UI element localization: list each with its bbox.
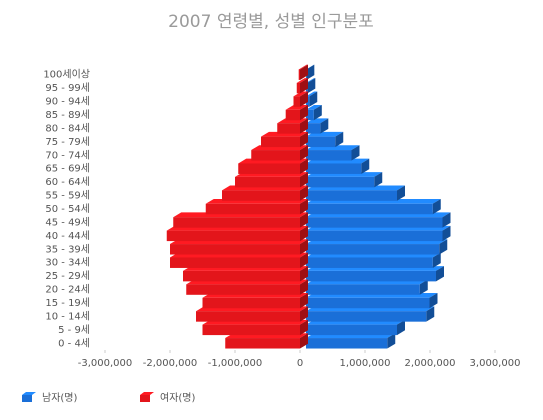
legend-swatch <box>22 395 32 402</box>
bar <box>286 110 300 120</box>
bar <box>173 217 300 227</box>
y-tick-label: 5 - 9세 <box>58 324 90 336</box>
bar <box>167 231 300 241</box>
legend-swatch-top <box>22 392 36 395</box>
y-tick-label: 20 - 24세 <box>45 284 90 296</box>
bar <box>306 150 352 160</box>
bar <box>297 83 300 93</box>
bar <box>306 325 397 335</box>
y-tick-label: 35 - 39세 <box>45 243 90 255</box>
bar <box>261 137 300 147</box>
bar <box>306 217 443 227</box>
y-tick-label: 75 - 79세 <box>45 136 90 148</box>
bar <box>225 338 300 348</box>
bar <box>206 204 300 214</box>
y-tick-label: 65 - 69세 <box>45 163 90 175</box>
x-tick-label: 3,000,000 <box>470 358 521 369</box>
bar <box>306 338 387 348</box>
y-tick-label: 50 - 54세 <box>45 203 90 215</box>
y-tick-label: 25 - 29세 <box>45 270 90 282</box>
y-tick-label: 45 - 49세 <box>45 216 90 228</box>
bar <box>235 177 300 187</box>
bar <box>306 137 335 147</box>
bar <box>306 257 433 267</box>
bar <box>306 311 426 321</box>
y-tick-label: 15 - 19세 <box>45 297 90 309</box>
bar <box>306 284 420 294</box>
y-tick-label: 85 - 89세 <box>45 109 90 121</box>
x-tick-label: -3,000,000 <box>78 358 133 369</box>
bar <box>294 96 301 106</box>
y-tick-label: 0 - 4세 <box>58 337 90 349</box>
x-tick-label: 0 <box>297 358 303 369</box>
bar <box>238 163 300 173</box>
bar <box>306 271 436 281</box>
bar <box>183 271 300 281</box>
y-tick-label: 40 - 44세 <box>45 230 90 242</box>
bar <box>251 150 300 160</box>
legend-swatch <box>140 395 150 402</box>
y-tick-label: 80 - 84세 <box>45 122 90 134</box>
y-tick-label: 70 - 74세 <box>45 149 90 161</box>
bar <box>306 231 443 241</box>
y-tick-label: 55 - 59세 <box>45 190 90 202</box>
legend-label: 남자(명) <box>42 392 78 404</box>
y-tick-label: 90 - 94세 <box>45 96 90 108</box>
bar <box>186 284 300 294</box>
x-tick-label: 1,000,000 <box>340 358 391 369</box>
bar <box>306 298 430 308</box>
y-tick-label: 95 - 99세 <box>45 82 90 94</box>
chart-title: 2007 연령별, 성별 인구분포 <box>168 12 374 32</box>
legend-label: 여자(명) <box>160 392 196 404</box>
y-tick-label: 30 - 34세 <box>45 257 90 269</box>
bar <box>306 190 397 200</box>
bar <box>222 190 300 200</box>
bar <box>203 298 301 308</box>
y-tick-label: 60 - 64세 <box>45 176 90 188</box>
y-tick-label: 100세이상 <box>43 69 90 81</box>
x-tick-label: -2,000,000 <box>143 358 198 369</box>
bar <box>306 123 320 133</box>
bar <box>196 311 300 321</box>
bar <box>306 204 433 214</box>
y-tick-label: 10 - 14세 <box>45 310 90 322</box>
bar <box>306 244 439 254</box>
bar <box>203 325 301 335</box>
legend-swatch-top <box>140 392 154 395</box>
x-tick-label: 2,000,000 <box>405 358 456 369</box>
bar <box>170 244 300 254</box>
bar <box>170 257 300 267</box>
bar <box>277 123 300 133</box>
bar <box>306 163 361 173</box>
bar <box>299 69 300 79</box>
x-tick-label: -1,000,000 <box>208 358 263 369</box>
bar <box>306 177 374 187</box>
